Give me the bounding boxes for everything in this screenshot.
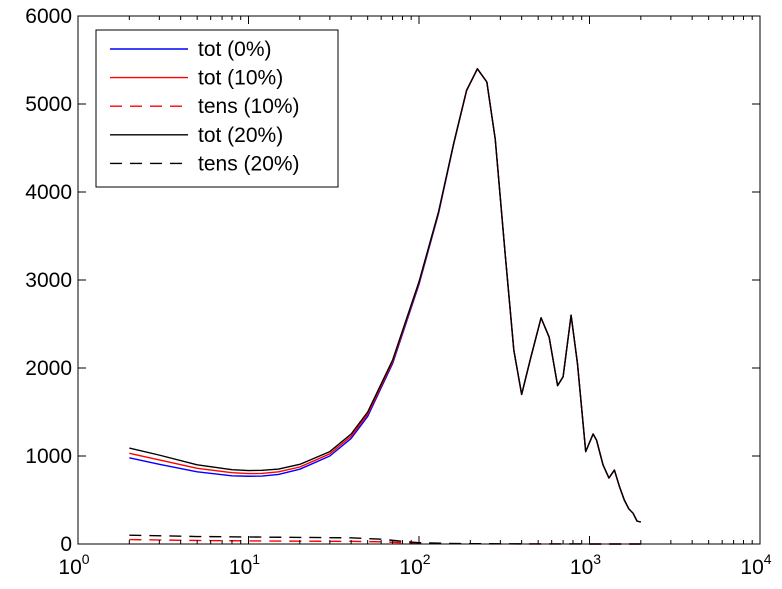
x-tick-label: 101: [229, 551, 260, 579]
legend-label-3: tens (10%): [198, 95, 300, 118]
legend-box: [95, 29, 339, 188]
y-tick-label: 0: [60, 533, 72, 556]
y-tick-label: 3000: [25, 269, 72, 292]
y-tick-label: 4000: [25, 181, 72, 204]
legend-label-4: tot (20%): [198, 124, 283, 147]
y-tick-label: 2000: [25, 357, 72, 380]
series-line-4: [129, 68, 641, 523]
legend-label-2: tot (10%): [198, 67, 283, 90]
y-tick-label: 5000: [25, 93, 72, 116]
x-tick-label: 100: [58, 551, 89, 579]
legend-label-1: tot (0%): [198, 38, 272, 61]
legend-label-5: tens (20%): [198, 152, 300, 175]
axis-ticks: [77, 15, 761, 545]
y-tick-label: 1000: [25, 445, 72, 468]
x-tick-label: 103: [570, 551, 601, 579]
series-line-3: [129, 538, 641, 545]
x-tick-label: 102: [399, 551, 430, 579]
series-line-5: [129, 534, 641, 545]
legend: tot (0%) tot (10%) tens (10%) tot (20%) tens…: [95, 29, 339, 188]
axis-tick-labels: 0 1000 2000 3000 4000 5000 6000 100 101 102 103 104: [25, 5, 772, 579]
y-tick-label: 6000: [25, 5, 72, 28]
x-tick-label: 104: [740, 551, 771, 579]
